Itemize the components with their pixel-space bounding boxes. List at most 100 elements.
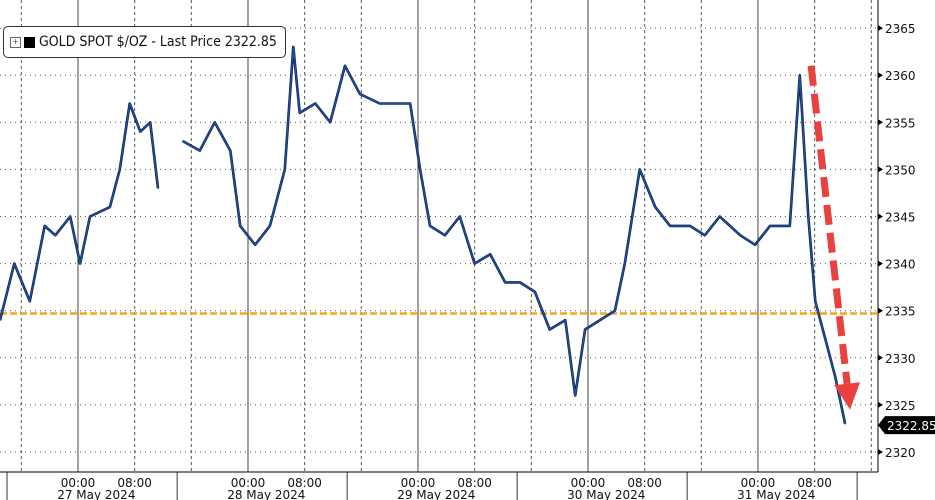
data-point [213, 121, 216, 124]
data-point [689, 225, 691, 227]
data-point [13, 262, 16, 265]
data-point [79, 262, 81, 265]
data-point [844, 422, 846, 425]
y-tick-label: 2330 [885, 352, 916, 366]
arrow-shaft [807, 65, 851, 385]
y-tick-label: 2350 [885, 163, 916, 177]
series-shadow [182, 45, 847, 424]
x-hour-label: 00:00 [401, 476, 436, 490]
data-point [239, 225, 242, 227]
y-tick [878, 401, 883, 408]
data-point [199, 149, 201, 152]
data-point [458, 215, 461, 218]
y-tick [878, 307, 883, 314]
data-point [344, 64, 346, 67]
y-tick [878, 25, 883, 32]
data-point [704, 234, 706, 237]
data-point [254, 243, 256, 246]
data-point [473, 262, 476, 265]
x-day-label: 31 May 2024 [737, 488, 815, 500]
data-point [329, 121, 331, 124]
data-point [718, 215, 721, 218]
data-point [548, 328, 551, 331]
x-day-label: 27 May 2024 [57, 488, 135, 500]
last-price-label: 2322.85 [887, 419, 935, 433]
data-point [409, 102, 411, 105]
data-point [798, 74, 801, 76]
y-tick [878, 354, 883, 361]
data-point [519, 281, 521, 284]
x-hour-label: 00:00 [231, 476, 266, 490]
x-hour-label: 08:00 [287, 476, 322, 490]
data-point [534, 291, 536, 293]
y-tick [878, 213, 883, 220]
legend-swatch [24, 36, 35, 48]
data-point [669, 225, 671, 227]
data-point [614, 309, 616, 312]
y-tick [878, 449, 883, 455]
y-tick-label: 2335 [885, 305, 916, 319]
last-price-tag [878, 416, 935, 435]
y-tick [878, 260, 883, 267]
y-tick [878, 72, 883, 79]
data-point [139, 130, 142, 133]
data-point [69, 215, 72, 218]
x-hour-label: 08:00 [457, 476, 492, 490]
x-day-label: 29 May 2024 [397, 488, 475, 500]
data-point [229, 149, 232, 152]
data-point [292, 46, 295, 48]
data-point [157, 187, 159, 190]
data-point [182, 140, 184, 142]
y-tick-label: 2320 [885, 446, 916, 460]
data-point [564, 319, 567, 321]
x-hour-label: 08:00 [117, 476, 152, 490]
y-tick-label: 2325 [885, 399, 916, 413]
series-line [182, 46, 846, 424]
x-hour-label: 08:00 [797, 476, 832, 490]
data-point [504, 281, 506, 284]
expand-icon[interactable]: + [10, 36, 21, 48]
data-point [584, 328, 586, 331]
data-point [638, 168, 641, 171]
legend: + GOLD SPOT $/OZ - Last Price 2322.85 [3, 26, 286, 58]
annotation-arrow [807, 65, 861, 410]
grid [0, 0, 878, 472]
data-point [824, 338, 827, 340]
data-point [419, 168, 421, 171]
data-point [807, 215, 810, 218]
y-tick-label: 2340 [885, 258, 916, 272]
data-point [378, 102, 381, 105]
data-point [574, 394, 577, 397]
data-point [489, 253, 492, 255]
data-point [399, 102, 402, 105]
data-point [624, 262, 626, 265]
arrow-head [834, 382, 861, 410]
data-point [789, 225, 791, 227]
x-hour-label: 08:00 [627, 476, 662, 490]
data-point [599, 319, 601, 321]
y-tick [878, 166, 883, 173]
y-tick-label: 2365 [885, 22, 916, 36]
series-line [0, 102, 159, 321]
data-point [769, 225, 771, 227]
data-point [269, 225, 271, 227]
data-point [109, 206, 111, 208]
price-series [0, 45, 847, 425]
data-point [118, 168, 121, 171]
y-tick-label: 2345 [885, 211, 916, 225]
data-point [739, 234, 742, 237]
data-point [149, 121, 152, 124]
data-point [834, 375, 836, 378]
x-day-label: 30 May 2024 [567, 488, 645, 500]
data-point [128, 102, 131, 105]
data-point [314, 102, 317, 105]
data-point [298, 112, 301, 114]
y-tick-label: 2360 [885, 69, 916, 83]
data-point [754, 243, 756, 246]
data-point [54, 234, 57, 237]
legend-label: GOLD SPOT $/OZ - Last Price 2322.85 [39, 34, 277, 50]
x-day-label: 28 May 2024 [227, 488, 305, 500]
x-hour-label: 00:00 [741, 476, 776, 490]
